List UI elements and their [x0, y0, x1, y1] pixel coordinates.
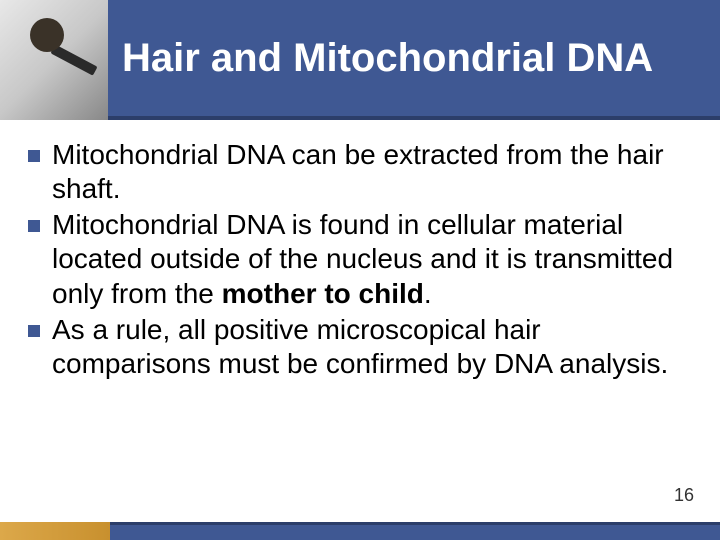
bullet-text: As a rule, all positive microscopical ha…: [52, 313, 692, 381]
bullet-square-icon: [28, 150, 40, 162]
bullet-item: Mitochondrial DNA can be extracted from …: [28, 138, 692, 206]
bullet-item: Mitochondrial DNA is found in cellular m…: [28, 208, 692, 310]
slide-header: Hair and Mitochondrial DNA: [0, 0, 720, 120]
bullet-item: As a rule, all positive microscopical ha…: [28, 313, 692, 381]
slide: Hair and Mitochondrial DNA Mitochondrial…: [0, 0, 720, 540]
footer-bar: [0, 522, 720, 540]
bullet-text-post: .: [424, 278, 432, 309]
bullet-text: Mitochondrial DNA can be extracted from …: [52, 138, 692, 206]
bullet-text: Mitochondrial DNA is found in cellular m…: [52, 208, 692, 310]
slide-title: Hair and Mitochondrial DNA: [122, 36, 653, 80]
bullet-text-bold: mother to child: [222, 278, 424, 309]
bullet-square-icon: [28, 220, 40, 232]
bullet-square-icon: [28, 325, 40, 337]
footer-accent: [0, 522, 110, 540]
slide-body: Mitochondrial DNA can be extracted from …: [0, 120, 720, 540]
page-number: 16: [674, 485, 694, 506]
header-thumbnail: [0, 0, 108, 120]
title-bar: Hair and Mitochondrial DNA: [108, 0, 720, 120]
